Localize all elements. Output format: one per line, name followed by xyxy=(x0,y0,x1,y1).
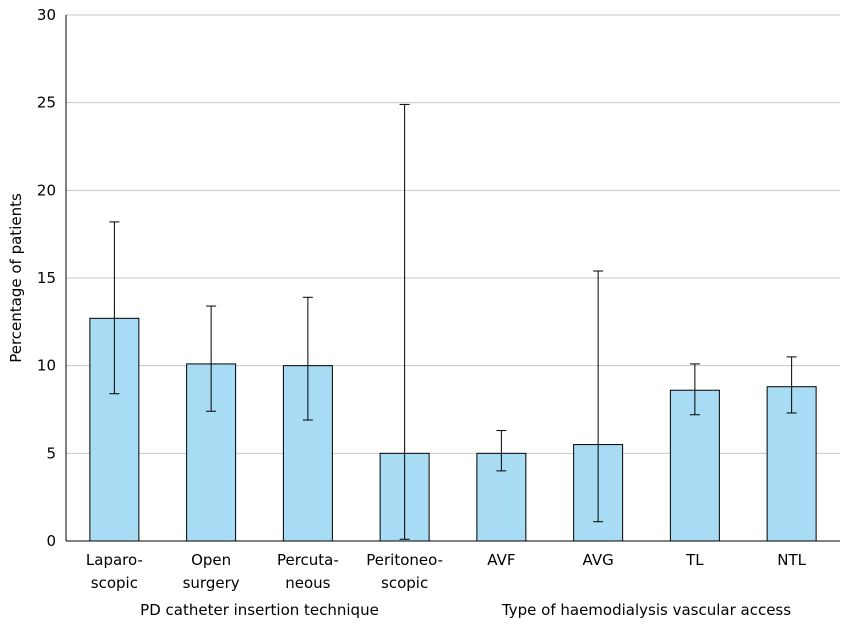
x-category-label: scopic xyxy=(381,574,428,592)
y-tick-labels: 0 5 10 15 20 25 30 xyxy=(37,6,56,550)
x-category-label: surgery xyxy=(183,574,240,592)
x-category-label: Peritoneo- xyxy=(366,551,443,569)
y-tick-label: 30 xyxy=(37,6,56,24)
group-labels: PD catheter insertion technique Type of h… xyxy=(140,601,791,619)
x-category-label: NTL xyxy=(777,551,806,569)
error-bar-0 xyxy=(109,221,120,395)
error-bar-7 xyxy=(786,356,797,414)
error-bars xyxy=(109,103,797,540)
error-bar-2 xyxy=(302,296,313,421)
x-category-label: Percuta- xyxy=(277,551,339,569)
x-category-label: AVF xyxy=(487,551,515,569)
grid-lines xyxy=(66,14,840,454)
x-category-label: AVG xyxy=(583,551,614,569)
error-bar-1 xyxy=(206,305,217,412)
x-category-label: Laparo- xyxy=(86,551,143,569)
error-bar-6 xyxy=(689,363,700,416)
y-tick-label: 25 xyxy=(37,94,56,112)
error-bar-4 xyxy=(496,430,507,472)
y-tick-label: 15 xyxy=(37,269,56,287)
y-tick-label: 5 xyxy=(46,444,56,462)
error-bar-5 xyxy=(593,270,604,523)
x-category-label: scopic xyxy=(91,574,138,592)
x-category-label: TL xyxy=(685,551,704,569)
y-tick-label: 0 xyxy=(46,532,56,550)
x-category-label: neous xyxy=(285,574,330,592)
x-category-label: Open xyxy=(191,551,231,569)
y-tick-label: 10 xyxy=(37,357,56,375)
y-tick-label: 20 xyxy=(37,181,56,199)
bars xyxy=(89,317,817,542)
group-label-0: PD catheter insertion technique xyxy=(140,601,379,619)
x-category-labels: Laparo-scopic Open surgery Percuta-neous Per… xyxy=(86,551,807,592)
error-bar-3 xyxy=(399,103,410,540)
y-axis-title: Percentage of patients xyxy=(7,193,25,363)
group-label-1: Type of haemodialysis vascular access xyxy=(501,601,791,619)
